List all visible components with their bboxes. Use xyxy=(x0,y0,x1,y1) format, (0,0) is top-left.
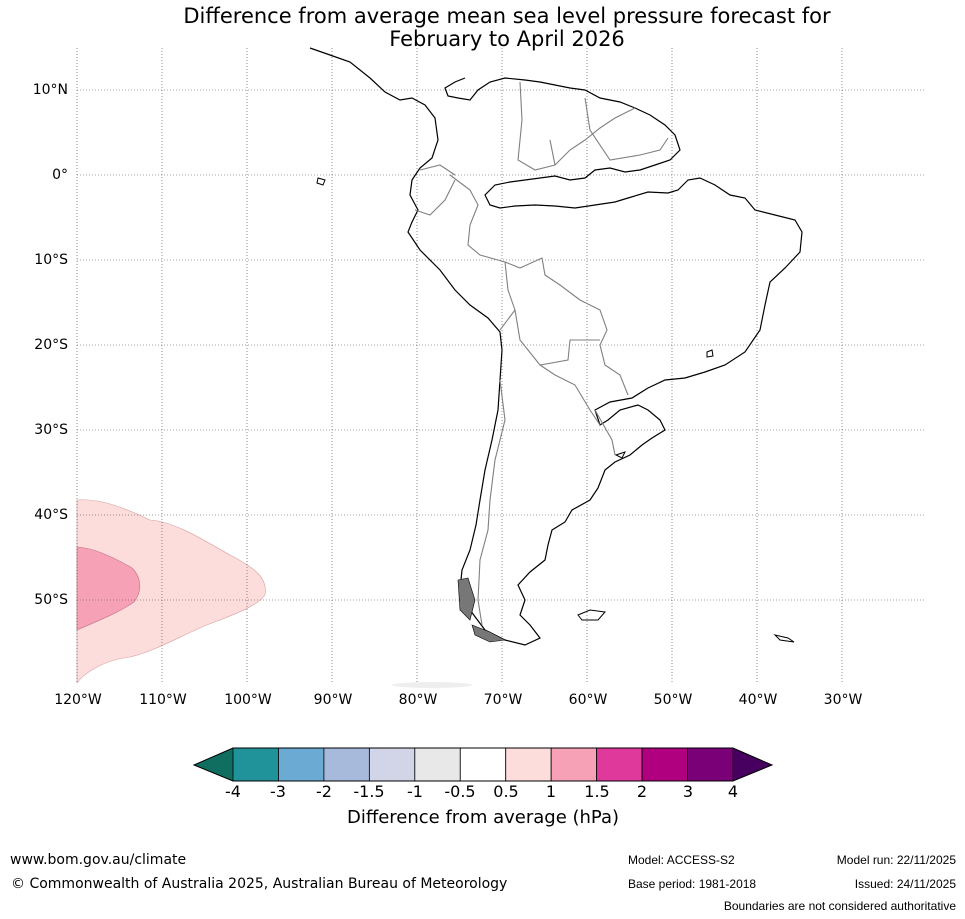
footer-disclaimer: Boundaries are not considered authoritat… xyxy=(723,899,956,913)
lat-label-10s: 10°S xyxy=(34,252,68,268)
map-title-line2: February to April 2026 xyxy=(389,27,625,51)
archipelago-chile xyxy=(457,577,506,643)
colorbar-cell xyxy=(414,747,461,782)
lat-label-30s: 30°S xyxy=(34,422,68,438)
islands xyxy=(316,177,795,643)
footer-copyright: © Commonwealth of Australia 2025, Austra… xyxy=(11,876,508,892)
lon-label-70w: 70°W xyxy=(483,692,523,708)
colorbar-label: Difference from average (hPa) xyxy=(346,807,620,828)
lon-label-40w: 40°W xyxy=(738,692,778,708)
colorbar-tick: -1 xyxy=(407,782,423,801)
lat-label-equator: 0° xyxy=(52,167,68,183)
colorbar-tick: 3 xyxy=(682,782,694,801)
footer-issued: Issued: 24/11/2025 xyxy=(854,877,956,891)
colorbar-cells xyxy=(232,747,734,782)
colorbar-cell xyxy=(232,747,279,782)
lon-label-50w: 50°W xyxy=(653,692,693,708)
country-borders xyxy=(414,81,669,626)
colorbar-cell xyxy=(323,747,370,782)
colorbar-cell xyxy=(641,747,688,782)
colorbar-cell xyxy=(278,747,325,782)
lon-label-60w: 60°W xyxy=(568,692,608,708)
colorbar-tick: -4 xyxy=(225,782,241,801)
lon-label-80w: 80°W xyxy=(398,692,438,708)
footer-base-period: Base period: 1981-2018 xyxy=(628,877,757,891)
colorbar-tick: -3 xyxy=(270,782,286,801)
colorbar-extend-high xyxy=(733,748,772,781)
colorbar-cell xyxy=(687,747,734,782)
colorbar-tick: 0.5 xyxy=(493,782,519,801)
colorbar-cell xyxy=(505,747,552,782)
colorbar-tick: 2 xyxy=(636,782,648,801)
lat-label-40s: 40°S xyxy=(34,507,68,523)
lat-label-20s: 20°S xyxy=(34,337,68,353)
lon-label-110w: 110°W xyxy=(139,692,187,708)
colorbar-tick: -1.5 xyxy=(353,782,385,801)
colorbar xyxy=(192,747,774,782)
footer-model: Model: ACCESS-S2 xyxy=(628,853,735,867)
colorbar-cell xyxy=(368,747,416,782)
footer-model-run: Model run: 22/11/2025 xyxy=(836,853,956,867)
colorbar-tick: 4 xyxy=(727,782,739,801)
lon-label-90w: 90°W xyxy=(313,692,353,708)
anomaly-region-pink xyxy=(76,546,141,631)
map-title-line1: Difference from average mean sea level p… xyxy=(183,4,831,28)
colorbar-extend-low xyxy=(194,748,233,781)
lon-label-30w: 30°W xyxy=(823,692,863,708)
anomaly-region-light-pink xyxy=(76,499,266,684)
colorbar-cell xyxy=(550,747,598,782)
footer-website: www.bom.gov.au/climate xyxy=(10,852,187,868)
colorbar-tick: -2 xyxy=(316,782,332,801)
colorbar-tick: -0.5 xyxy=(444,782,476,801)
lat-label-10n: 10°N xyxy=(32,82,68,98)
lon-label-100w: 100°W xyxy=(224,692,272,708)
lon-label-120w: 120°W xyxy=(54,692,102,708)
anomaly-speck xyxy=(392,682,472,688)
colorbar-tick: 1.5 xyxy=(584,782,610,801)
colorbar-cell xyxy=(596,747,643,782)
colorbar-tick: 1 xyxy=(545,782,557,801)
graticule xyxy=(76,48,926,683)
colorbar-cell xyxy=(459,747,507,782)
lat-label-50s: 50°S xyxy=(34,592,68,608)
south-america-coastline xyxy=(309,47,803,646)
